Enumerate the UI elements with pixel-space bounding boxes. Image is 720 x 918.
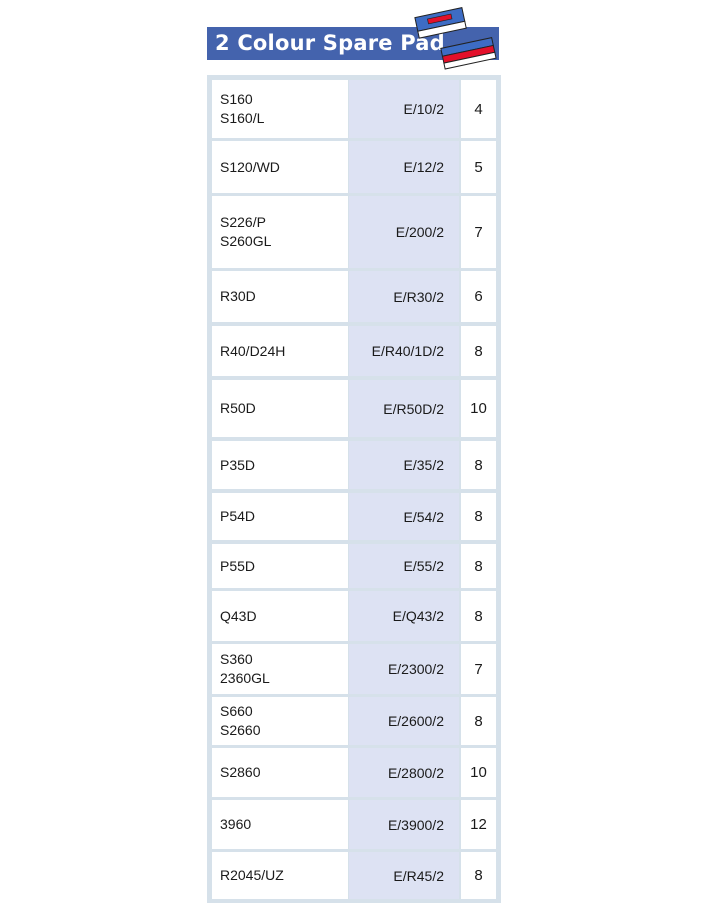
- model-name: S2660: [220, 722, 261, 738]
- model-cell: R30D: [212, 271, 348, 322]
- pad-code-cell: E/R40/1D/2: [349, 326, 459, 376]
- table-row: S160 S160/L E/10/2 4: [212, 80, 496, 138]
- quantity-cell: 8: [461, 326, 496, 376]
- table-row: R50D E/R50D/2 10: [212, 380, 496, 437]
- table-row: P55D E/55/2 8: [212, 544, 496, 588]
- model-cell: P54D: [212, 493, 348, 540]
- pad-code-cell: E/35/2: [349, 441, 459, 489]
- quantity-cell: 10: [461, 748, 496, 797]
- table-row: P54D E/54/2 8: [212, 493, 496, 540]
- pad-code-cell: E/54/2: [349, 493, 459, 540]
- model-name: P35D: [220, 456, 256, 473]
- quantity-cell: 8: [461, 544, 496, 588]
- model-cell: P35D: [212, 441, 348, 489]
- model-cell: Q43D: [212, 591, 348, 641]
- model-cell: R50D: [212, 380, 348, 437]
- quantity-cell: 6: [461, 271, 496, 322]
- model-name: R2045/UZ: [220, 867, 284, 883]
- model-name: S160: [220, 91, 253, 107]
- spare-pad-table: S160 S160/L E/10/2 4 S120/WD E/12/2 5 S226/P S26…: [207, 75, 501, 903]
- quantity-cell: 8: [461, 697, 496, 745]
- model-cell: 3960: [212, 800, 348, 849]
- pad-code-cell: E/12/2: [349, 141, 459, 193]
- quantity-cell: 8: [461, 852, 496, 899]
- model-name: S226/P: [220, 214, 266, 230]
- table-row: Q43D E/Q43/2 8: [212, 591, 496, 641]
- model-cell: S2860: [212, 748, 348, 797]
- table-row: S360 2360GL E/2300/2 7: [212, 644, 496, 694]
- quantity-cell: 8: [461, 441, 496, 489]
- model-cell: P55D: [212, 544, 348, 588]
- pad-code-cell: E/10/2: [349, 80, 459, 138]
- table-row: S226/P S260GL E/200/2 7: [212, 196, 496, 268]
- model-cell: S160 S160/L: [212, 80, 348, 138]
- pad-code-cell: E/3900/2: [349, 800, 459, 849]
- model-name: P54D: [220, 508, 256, 524]
- table-row: R40/D24H E/R40/1D/2 8: [212, 326, 496, 376]
- quantity-cell: 12: [461, 800, 496, 849]
- quantity-cell: 10: [461, 380, 496, 437]
- table-row: R2045/UZ E/R45/2 8: [212, 852, 496, 899]
- model-name: S260GL: [220, 233, 272, 249]
- quantity-cell: 8: [461, 591, 496, 641]
- quantity-cell: 7: [461, 644, 496, 694]
- pad-code-cell: E/2300/2: [349, 644, 459, 694]
- pad-code-cell: E/R45/2: [349, 852, 459, 899]
- table-row: P35D E/35/2 8: [212, 441, 496, 489]
- table-row: 3960 E/3900/2 12: [212, 800, 496, 849]
- pad-code-cell: E/200/2: [349, 196, 459, 268]
- table-row: S2860 E/2800/2 10: [212, 748, 496, 797]
- model-name: S2860: [220, 764, 261, 780]
- pad-code-cell: E/Q43/2: [349, 591, 459, 641]
- model-name: R40/D24H: [220, 342, 286, 359]
- model-cell: S226/P S260GL: [212, 196, 348, 268]
- table-row: S120/WD E/12/2 5: [212, 141, 496, 193]
- pad-code-cell: E/R50D/2: [349, 380, 459, 437]
- model-name: S120/WD: [220, 158, 280, 175]
- model-cell: S360 2360GL: [212, 644, 348, 694]
- model-cell: R2045/UZ: [212, 852, 348, 899]
- model-cell: S660 S2660: [212, 697, 348, 745]
- model-name: 3960: [220, 816, 252, 832]
- model-name: 2360GL: [220, 670, 270, 686]
- pad-code-cell: E/55/2: [349, 544, 459, 588]
- model-name: S360: [220, 651, 253, 667]
- pad-code-cell: E/R30/2: [349, 271, 459, 322]
- section-header: 2 Colour Spare Pad: [207, 27, 499, 60]
- model-cell: R40/D24H: [212, 326, 348, 376]
- model-name: R50D: [220, 400, 256, 416]
- quantity-cell: 8: [461, 493, 496, 540]
- pad-code-cell: E/2800/2: [349, 748, 459, 797]
- quantity-cell: 7: [461, 196, 496, 268]
- quantity-cell: 5: [461, 141, 496, 193]
- quantity-cell: 4: [461, 80, 496, 138]
- table-row: S660 S2660 E/2600/2 8: [212, 697, 496, 745]
- model-name: S160/L: [220, 110, 265, 126]
- model-name: Q43D: [220, 607, 257, 624]
- pad-code-cell: E/2600/2: [349, 697, 459, 745]
- model-cell: S120/WD: [212, 141, 348, 193]
- section-title: 2 Colour Spare Pad: [215, 31, 445, 55]
- table-row: R30D E/R30/2 6: [212, 271, 496, 322]
- model-name: R30D: [220, 288, 256, 304]
- model-name: S660: [220, 703, 253, 719]
- stamp-pad-icon: [414, 7, 497, 70]
- model-name: P55D: [220, 557, 256, 574]
